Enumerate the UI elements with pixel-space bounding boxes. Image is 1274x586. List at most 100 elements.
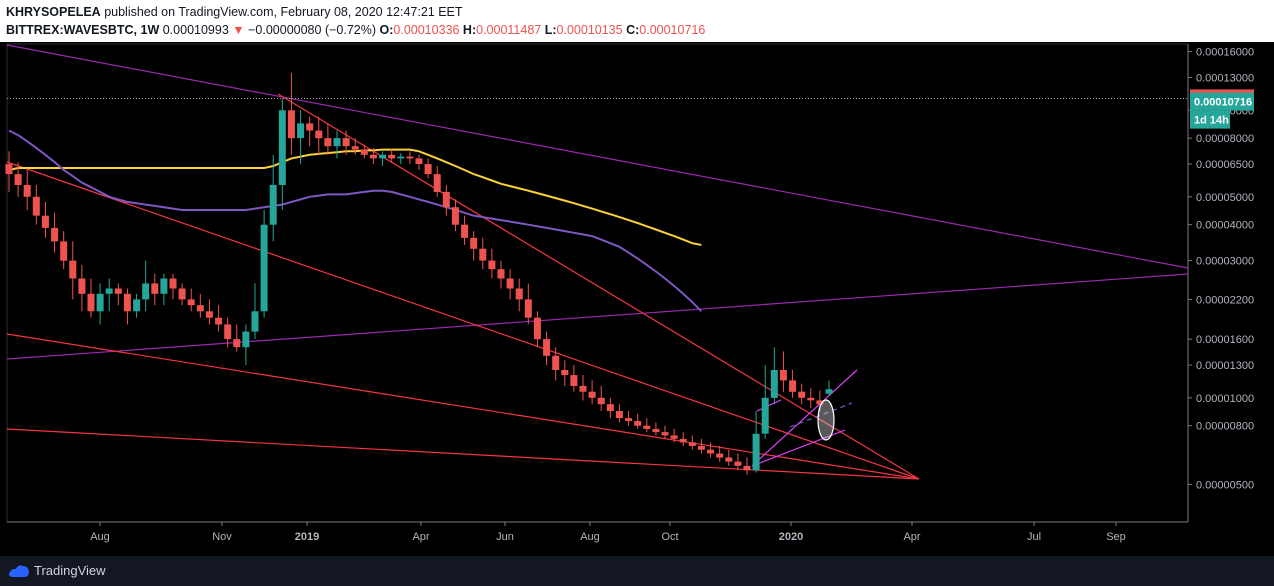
candle-body: [224, 324, 232, 340]
high-value: 0.00011487: [476, 23, 542, 37]
tradingview-logo-icon[interactable]: [8, 563, 30, 579]
candle-body: [533, 317, 541, 340]
close-price-label: 0.00010716: [1194, 97, 1252, 109]
candle-body: [342, 138, 350, 147]
chart-area[interactable]: 0.000160000.000130000.000100000.00008000…: [0, 42, 1274, 556]
candle-body: [451, 207, 459, 225]
low-label: L:: [544, 23, 557, 37]
x-tick-label: 2019: [295, 531, 319, 543]
candle-body: [707, 449, 715, 454]
candle-body: [205, 311, 213, 318]
published-text: published on TradingView.com, February 0…: [104, 5, 463, 19]
candle-body: [242, 331, 250, 348]
x-tick-label: Sep: [1106, 531, 1126, 543]
open-label: O:: [379, 23, 394, 37]
candle-body: [51, 227, 59, 242]
open-value: 0.00010336: [393, 23, 460, 37]
symbol-label[interactable]: BITTREX:WAVESBTC, 1W: [6, 23, 160, 37]
candle-body: [761, 397, 769, 434]
candle-body: [670, 435, 678, 439]
last-price: 0.00010993: [162, 23, 229, 37]
candle-body: [351, 146, 359, 150]
candle-body: [287, 110, 295, 139]
candle-body: [415, 158, 423, 164]
x-tick-label: Jun: [496, 531, 514, 543]
candle-body: [734, 461, 742, 466]
candle-body: [105, 288, 113, 294]
y-tick-label: 0.00005000: [1196, 192, 1254, 204]
x-tick-label: Aug: [90, 531, 110, 543]
candle-body: [470, 237, 478, 249]
candle-body: [716, 453, 724, 458]
candle-body: [333, 138, 341, 147]
y-tick-label: 0.00002200: [1196, 294, 1254, 306]
candle-body: [661, 432, 669, 436]
candle-body: [634, 421, 642, 426]
candle-body: [433, 174, 441, 192]
chart-background: [0, 42, 1274, 556]
candle-body: [524, 299, 532, 318]
low-value: 0.00010135: [556, 23, 623, 37]
candle-body: [260, 224, 268, 312]
candle-body: [69, 260, 77, 279]
price-change: −0.00000080 (−0.72%): [248, 23, 377, 37]
candle-body: [114, 288, 122, 294]
channel-line-lower: [751, 429, 846, 467]
candle-body: [78, 278, 86, 294]
candle-body: [87, 293, 95, 312]
candle-body: [688, 442, 696, 446]
candle-body: [442, 191, 450, 208]
candle-body: [789, 380, 797, 392]
high-label: H:: [462, 23, 477, 37]
y-tick-label: 0.00001000: [1196, 393, 1254, 405]
candle-body: [187, 299, 195, 306]
candle-body: [133, 299, 141, 312]
candle-body: [752, 433, 760, 471]
candle-body: [397, 156, 405, 159]
x-tick-label: Apr: [412, 531, 429, 543]
candle-body: [807, 397, 815, 401]
candle-body: [798, 391, 806, 398]
symbol-info: BITTREX:WAVESBTC, 1W 0.00010993 ▼ −0.000…: [6, 23, 705, 37]
channel-line-upper: [751, 369, 858, 467]
candle-body: [697, 446, 705, 450]
candle-body: [315, 130, 323, 139]
candle-body: [515, 288, 523, 300]
candle-body: [406, 156, 414, 159]
candle-body: [215, 317, 223, 325]
candle-body: [615, 411, 623, 419]
y-tick-label: 0.00000500: [1196, 479, 1254, 491]
author-name[interactable]: KHRYSOPELEA: [6, 5, 101, 19]
candle-body: [488, 260, 496, 270]
candle-body: [388, 154, 396, 159]
candle-body: [23, 184, 31, 197]
candle-body: [41, 215, 49, 228]
y-tick-label: 0.00003000: [1196, 256, 1254, 268]
candle-body: [196, 305, 204, 312]
close-price-label-bg: [1190, 92, 1254, 111]
candle-body: [625, 418, 633, 422]
candle-body: [324, 138, 332, 147]
candle-body: [379, 154, 387, 159]
price-chart[interactable]: 0.000160000.000130000.000100000.00008000…: [0, 42, 1274, 556]
candle-body: [725, 457, 733, 462]
y-tick-label: 0.00016000: [1196, 47, 1254, 59]
y-tick-label: 0.00004000: [1196, 220, 1254, 232]
candle-body: [306, 123, 314, 131]
down-arrow-icon: ▼: [232, 23, 245, 37]
y-tick-label: 0.00008000: [1196, 133, 1254, 145]
candle-body: [32, 196, 40, 216]
close-label: C:: [626, 23, 640, 37]
candle-body: [497, 269, 505, 279]
footer-brand[interactable]: TradingView: [34, 563, 106, 578]
countdown-label-bg: [1190, 110, 1230, 129]
candle-body: [424, 164, 432, 175]
candle-body: [579, 385, 587, 392]
candle-body: [96, 293, 104, 312]
candle-body: [543, 339, 551, 356]
candle-body: [652, 428, 660, 433]
candle-body: [816, 400, 824, 405]
candle-body: [597, 397, 605, 405]
candle-body: [825, 389, 833, 394]
y-tick-label: 0.00000800: [1196, 421, 1254, 433]
